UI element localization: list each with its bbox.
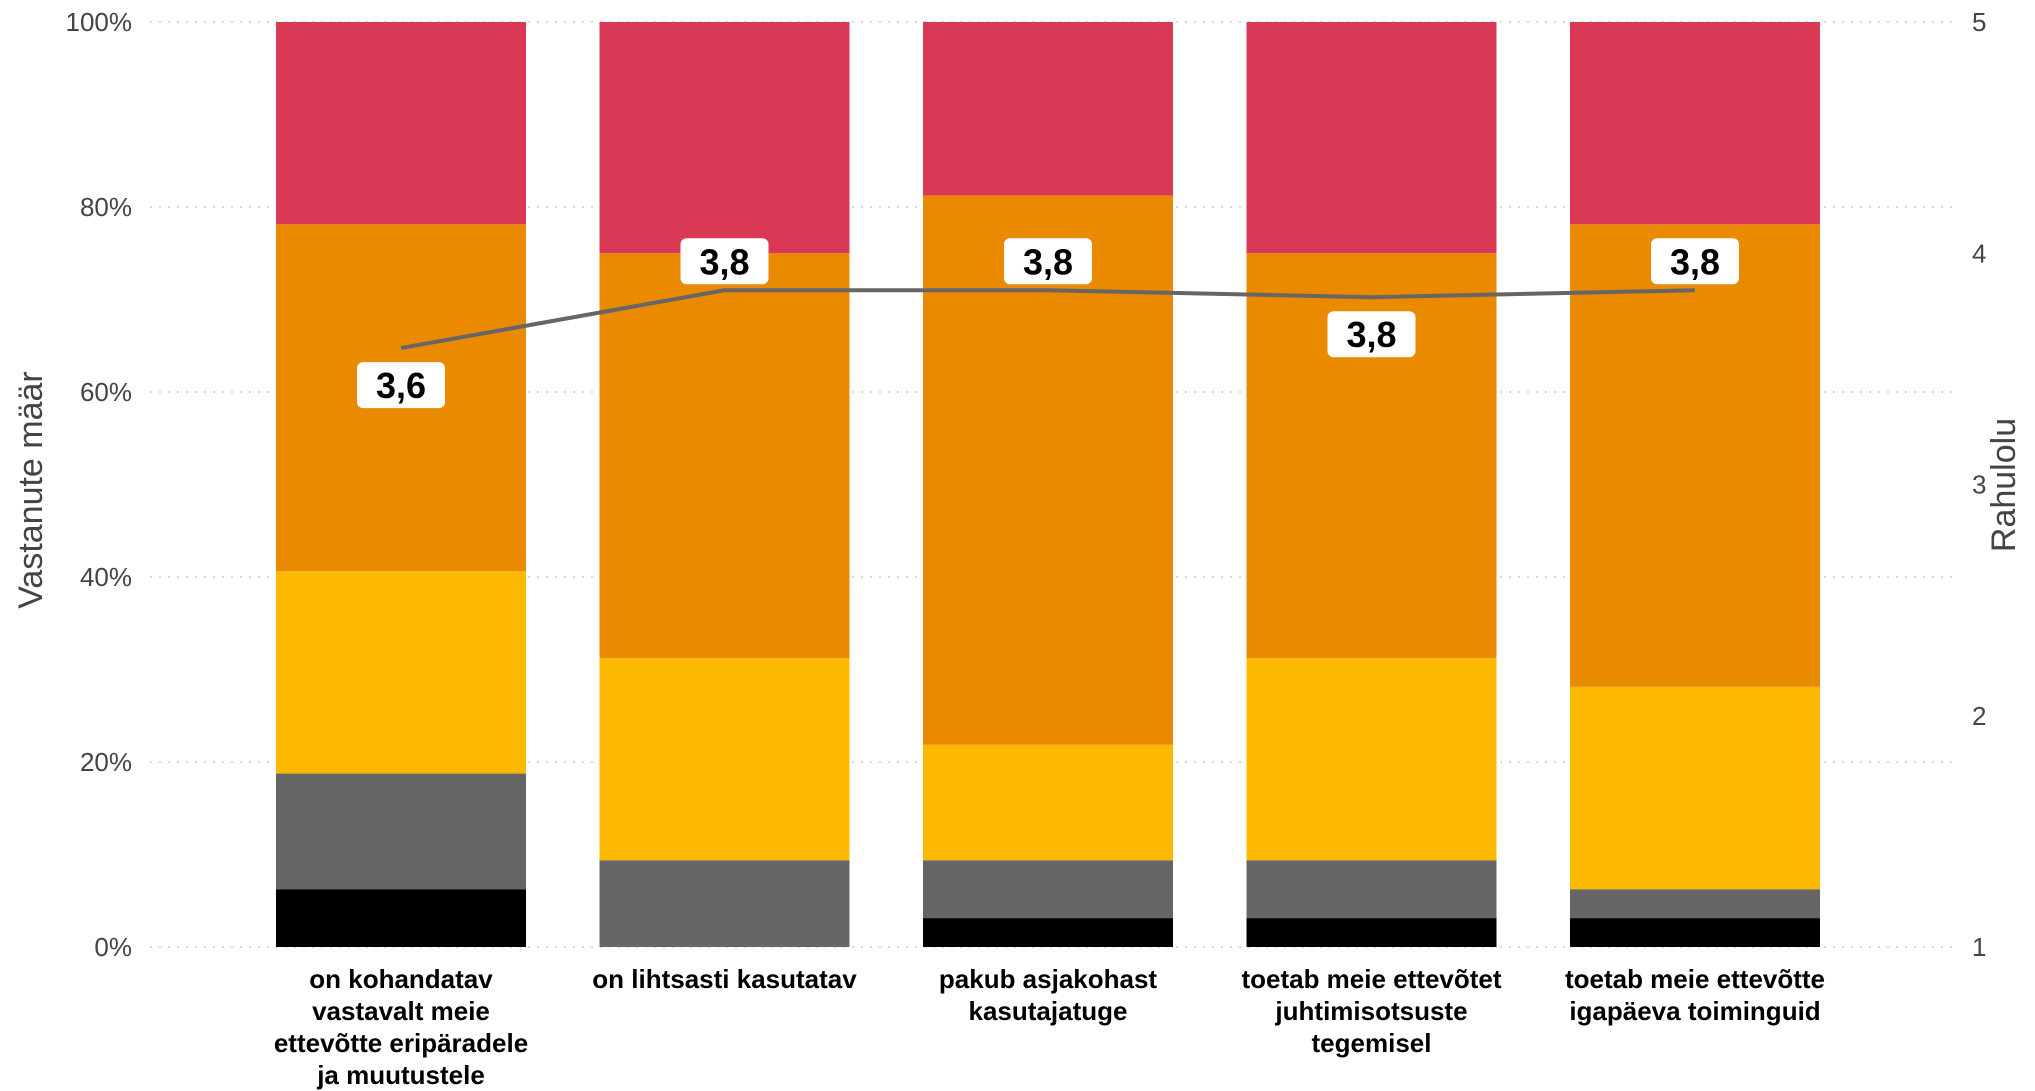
category-labels: on kohandatav vastavalt meie ettevõtte eri… xyxy=(274,964,1825,1090)
bar-segment xyxy=(923,860,1173,919)
line-series xyxy=(400,288,1696,351)
data-label: 3,8 xyxy=(1346,314,1396,355)
data-label-box xyxy=(680,238,769,285)
y2-axis-title: Rahulolu xyxy=(1985,418,2023,552)
data-label: 3,8 xyxy=(699,241,749,282)
y-tick-label: 60% xyxy=(80,377,132,407)
bar-segment xyxy=(923,195,1173,745)
bar-segment xyxy=(1570,224,1820,687)
bar-segment xyxy=(1570,918,1820,947)
y-tick-label: 0% xyxy=(94,932,132,962)
category-label: pakub asjakohast kasutajatuge xyxy=(939,964,1158,1026)
data-label: 3,6 xyxy=(376,365,426,406)
category-label: on kohandatav vastavalt meie ettevõtte eri… xyxy=(274,964,528,1090)
y2-tick-label: 2 xyxy=(1972,701,1986,731)
category-label: toetab meie ettevõtte igapäeva toiminguid xyxy=(1565,964,1825,1026)
bar-segment xyxy=(276,889,526,947)
bar-segment xyxy=(1570,686,1820,890)
stacked-bars xyxy=(276,22,1820,947)
data-label-box xyxy=(1327,311,1416,358)
category-label: on lihtsasti kasutatav xyxy=(592,964,857,994)
y2-tick-label: 3 xyxy=(1972,470,1986,500)
bar-segment xyxy=(599,253,850,658)
bar-segment xyxy=(1246,860,1497,919)
data-label-box xyxy=(1004,238,1092,285)
bar-segment xyxy=(923,22,1173,196)
bar-segment xyxy=(1570,889,1820,919)
y2-tick-label: 1 xyxy=(1972,932,1986,962)
y-tick-label: 20% xyxy=(80,747,132,777)
data-label: 3,8 xyxy=(1023,241,1073,282)
data-label: 3,8 xyxy=(1670,241,1720,282)
left-axis: 0% 20% 40% 60% 80% 100% xyxy=(66,7,133,962)
bar-segment xyxy=(923,744,1173,861)
category-label: toetab meie ettevõtet juhtimisotsuste tege… xyxy=(1241,964,1501,1058)
bar-segment xyxy=(599,22,850,254)
bar-segment xyxy=(1570,22,1820,225)
data-label-box xyxy=(1651,238,1739,285)
y-axis-title: Vastanute määr xyxy=(12,371,50,609)
y2-tick-label: 5 xyxy=(1972,7,1986,37)
bar-segment xyxy=(276,773,526,890)
bar-segment xyxy=(1246,657,1497,861)
data-label-box xyxy=(357,362,445,409)
bar-segment xyxy=(276,571,526,774)
bar-segment xyxy=(276,22,526,225)
bar-segment xyxy=(1246,918,1497,947)
y2-tick-label: 4 xyxy=(1972,238,1986,268)
y-tick-label: 80% xyxy=(80,192,132,222)
bar-segment xyxy=(923,918,1173,947)
bar-segment xyxy=(1246,22,1497,254)
satisfaction-line: 3,6 3,8 3,8 3,8 3,8 xyxy=(357,238,1739,409)
bar-segment xyxy=(599,860,850,947)
y-tick-label: 40% xyxy=(80,562,132,592)
bar-segment xyxy=(599,657,850,861)
y-tick-label: 100% xyxy=(66,7,133,37)
right-axis: 1 2 3 4 5 xyxy=(1972,7,1986,962)
